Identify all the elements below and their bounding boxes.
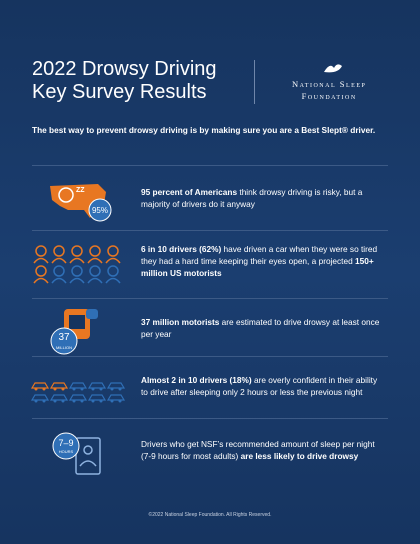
logo: National Sleep Foundation <box>292 78 366 102</box>
car <box>30 382 50 391</box>
divider <box>254 60 255 104</box>
car <box>68 394 88 403</box>
item-text: Drivers who get NSF’s recommended amount… <box>141 438 381 462</box>
car <box>49 382 69 391</box>
car <box>106 382 126 391</box>
people-icon <box>33 245 121 284</box>
person <box>51 265 67 284</box>
text-segment: 6 in 10 drivers (62%) <box>141 244 222 254</box>
text-segment: 150+ million US motorists <box>141 256 374 278</box>
logo-line: Foundation <box>301 91 357 101</box>
car <box>106 394 126 403</box>
badge: 37 <box>58 332 70 343</box>
badge: MILLION <box>56 345 72 350</box>
badge: 95% <box>92 206 108 215</box>
separator <box>32 418 388 419</box>
title-line: Key Survey Results <box>32 81 207 103</box>
car <box>30 394 50 403</box>
text-segment: think drowsy driving is risky, but a maj… <box>141 187 363 209</box>
car <box>87 394 107 403</box>
text-segment: Drivers who get NSF’s recommended amount… <box>141 439 375 461</box>
person <box>51 245 67 264</box>
text-segment: Almost 2 in 10 drivers (18%) <box>141 375 252 385</box>
title: 2022 Drowsy Driving Key Survey Results <box>32 58 217 104</box>
title-line: 2022 Drowsy Driving <box>32 58 217 80</box>
separator <box>32 356 388 357</box>
person <box>69 245 85 264</box>
item-text: Almost 2 in 10 drivers (18%) are overly … <box>141 374 381 398</box>
logo-line: National Sleep <box>292 79 367 89</box>
logo-mark <box>324 64 342 73</box>
motorist-icon: 37 MILLION <box>50 309 98 355</box>
item-text: 95 percent of Americans think drowsy dri… <box>141 186 381 210</box>
car <box>49 394 69 403</box>
item-text: 37 million motorists are estimated to dr… <box>141 316 381 340</box>
person <box>33 245 49 264</box>
person <box>105 245 121 264</box>
footer: ©2022 National Sleep Foundation. All Rig… <box>148 512 272 518</box>
text-segment: 37 million motorists <box>141 317 220 327</box>
person <box>69 265 85 284</box>
bed-icon: 7–9 HOURS <box>52 432 101 475</box>
cars-icon <box>30 382 126 403</box>
text-segment: are estimated to drive drowsy at least o… <box>141 317 380 339</box>
person <box>87 245 103 264</box>
text-segment: are less likely to drive drowsy <box>240 451 359 461</box>
item-text: 6 in 10 drivers (62%) have driven a car … <box>141 243 381 279</box>
separator <box>32 230 388 231</box>
person <box>105 265 121 284</box>
car <box>68 382 88 391</box>
tagline: The best way to prevent drowsy driving i… <box>32 125 376 135</box>
text-segment: have driven a car when they were so tire… <box>141 244 378 266</box>
person <box>87 265 103 284</box>
separator <box>32 165 388 166</box>
person <box>33 265 49 284</box>
car <box>87 382 107 391</box>
badge: HOURS <box>59 449 74 454</box>
text-segment: 95 percent of Americans <box>141 187 238 197</box>
us-map-icon: ZZ 95% <box>50 184 112 222</box>
svg-text:ZZ: ZZ <box>76 187 85 194</box>
separator <box>32 298 388 299</box>
badge: 7–9 <box>58 438 73 448</box>
text-segment: are overly confident in their ability to… <box>141 375 378 397</box>
